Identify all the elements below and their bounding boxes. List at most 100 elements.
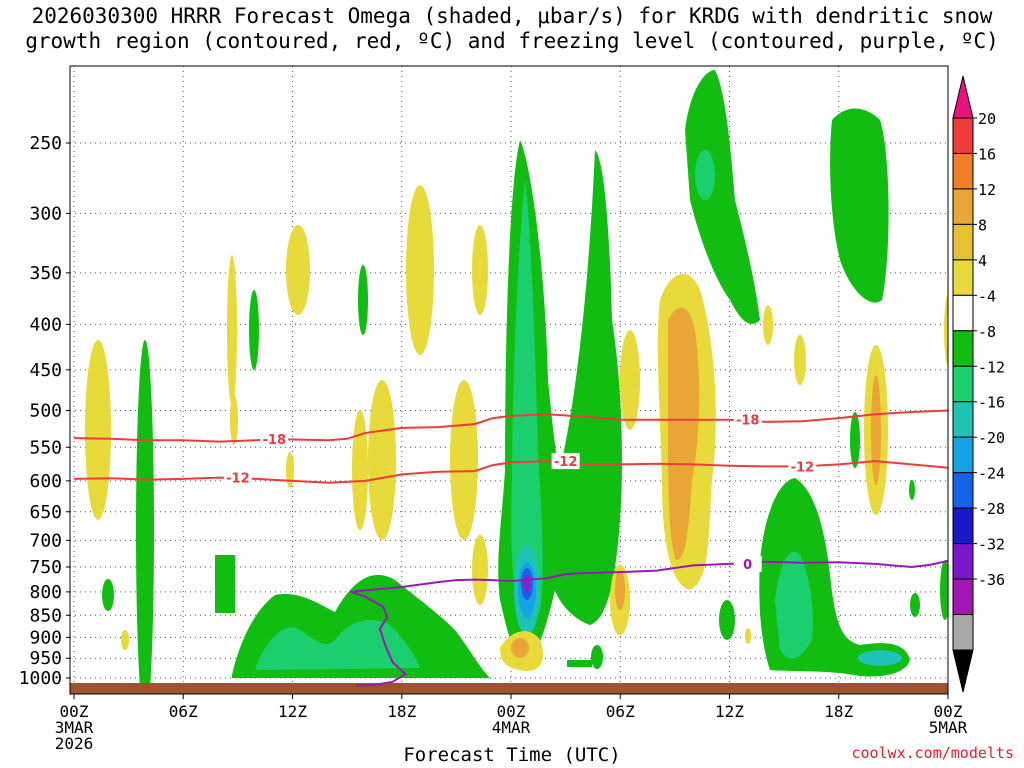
colorbar-label: -4 xyxy=(978,287,996,305)
x-tick-label: 06Z xyxy=(169,702,198,721)
x-tick-label: 18Z xyxy=(387,702,416,721)
omega-region xyxy=(830,108,889,303)
x-tick-label: 12Z xyxy=(278,702,307,721)
colorbar-label: -20 xyxy=(978,429,1005,447)
colorbar-band xyxy=(952,223,974,261)
y-tick-label: 900 xyxy=(29,627,62,648)
x-tick-sublabel: 2026 xyxy=(55,734,94,753)
colorbar-label: -8 xyxy=(978,323,996,341)
freezing-level-contour xyxy=(350,559,948,687)
y-tick-label: 350 xyxy=(29,263,62,284)
omega-region xyxy=(775,552,813,659)
chart-title-line1: 2026030300 HRRR Forecast Omega (shaded, … xyxy=(31,4,993,28)
y-tick-label: 600 xyxy=(29,471,62,492)
colorbar-band xyxy=(952,259,974,296)
dgz-contour-minus18-label-bg xyxy=(733,411,762,428)
y-tick-label: 700 xyxy=(29,530,62,551)
x-tick-label: 00Z xyxy=(60,702,89,721)
omega-region xyxy=(909,480,915,500)
omega-region xyxy=(230,395,238,445)
omega-region xyxy=(719,600,735,640)
colorbar-label: -16 xyxy=(978,394,1005,412)
contours: -18 -18 -12 -12 -12 0 xyxy=(73,409,948,687)
colorbar-label: -28 xyxy=(978,500,1005,518)
omega-region xyxy=(850,412,860,468)
y-tick-label: 950 xyxy=(29,648,62,669)
dgz-contour-minus18 xyxy=(73,409,948,443)
omega-region xyxy=(121,630,129,650)
x-tick-label: 00Z xyxy=(934,702,963,721)
dgz-contour-minus12-label: -12 xyxy=(226,472,250,487)
colorbar-label: -24 xyxy=(978,465,1005,483)
colorbar-band xyxy=(952,436,974,474)
credit-text: coolwx.com/modelts xyxy=(851,744,1014,762)
omega-region xyxy=(567,660,592,667)
colorbar-band xyxy=(952,188,974,225)
omega-region xyxy=(668,307,700,560)
omega-region xyxy=(794,335,806,385)
omega-region xyxy=(472,225,488,315)
omega-region xyxy=(511,638,529,658)
colorbar-bottom-triangle xyxy=(952,649,974,693)
x-tick-sublabel: 3MAR xyxy=(55,718,94,737)
colorbar-top-triangle xyxy=(952,75,974,119)
colorbar-band xyxy=(952,614,974,651)
omega-region xyxy=(685,70,760,324)
colorbar-band xyxy=(952,507,974,545)
y-tick-label: 400 xyxy=(29,314,62,335)
y-tick-label: 1000 xyxy=(19,668,62,689)
colorbar-label: 16 xyxy=(978,145,996,163)
omega-region xyxy=(85,340,111,520)
omega-shading xyxy=(85,70,948,694)
colorbar-label: 20 xyxy=(978,110,996,128)
colorbar-label: 8 xyxy=(978,216,987,234)
omega-region xyxy=(620,330,640,430)
omega-region xyxy=(286,452,294,488)
colorbar-band xyxy=(952,152,974,190)
dgz-contour-minus12-label-bg xyxy=(788,458,817,475)
dgz-contour-minus12-label-bg xyxy=(223,469,252,486)
colorbar-band xyxy=(952,543,974,580)
colorbar-band xyxy=(952,294,974,332)
omega-region xyxy=(858,650,902,666)
omega-region xyxy=(450,380,478,540)
colorbar-label: 4 xyxy=(978,252,987,270)
freezing-level-contour-label: 0 xyxy=(743,558,752,573)
colorbar-label: -12 xyxy=(978,358,1005,376)
colorbar-band xyxy=(952,330,974,367)
colorbar-legend: 20 16 12 8 4 -4 -8 -12 -16 -20 -24 -28 -32 -36 xyxy=(952,75,1005,693)
omega-region xyxy=(591,645,603,669)
omega-region xyxy=(511,180,543,622)
omega-region xyxy=(763,305,773,345)
y-tick-label: 750 xyxy=(29,557,62,578)
omega-region xyxy=(227,255,237,405)
omega-region xyxy=(102,579,114,611)
omega-region xyxy=(910,593,920,617)
x-axis-title: Forecast Time (UTC) xyxy=(403,744,621,766)
y-tick-label: 500 xyxy=(29,401,62,422)
dgz-contour-minus18-label: -18 xyxy=(263,433,287,448)
dgz-contour-minus12-label: -12 xyxy=(791,460,815,475)
ground-band xyxy=(70,683,948,694)
colorbar-label: -32 xyxy=(978,536,1005,554)
freezing-level-contour-label-bg xyxy=(733,555,762,572)
colorbar-label: 12 xyxy=(978,181,996,199)
y-tick-label: 250 xyxy=(29,133,62,154)
dgz-contour-minus12-label: -12 xyxy=(554,455,578,470)
dgz-contour-minus18-label: -18 xyxy=(736,414,760,429)
omega-region xyxy=(406,185,434,355)
y-tick-label: 300 xyxy=(29,203,62,224)
omega-region xyxy=(368,380,396,540)
dgz-contour-minus18-label-bg xyxy=(260,430,289,447)
y-tick-label: 850 xyxy=(29,605,62,626)
omega-region xyxy=(358,265,368,335)
colorbar-band xyxy=(952,365,974,403)
x-tick-label: 06Z xyxy=(606,702,635,721)
y-tick-label: 550 xyxy=(29,437,62,458)
colorbar-band xyxy=(952,578,974,616)
plot-frame xyxy=(69,65,949,695)
colorbar-band xyxy=(952,117,974,154)
dgz-contour-minus12-label-bg xyxy=(551,453,580,470)
omega-region xyxy=(940,560,948,620)
